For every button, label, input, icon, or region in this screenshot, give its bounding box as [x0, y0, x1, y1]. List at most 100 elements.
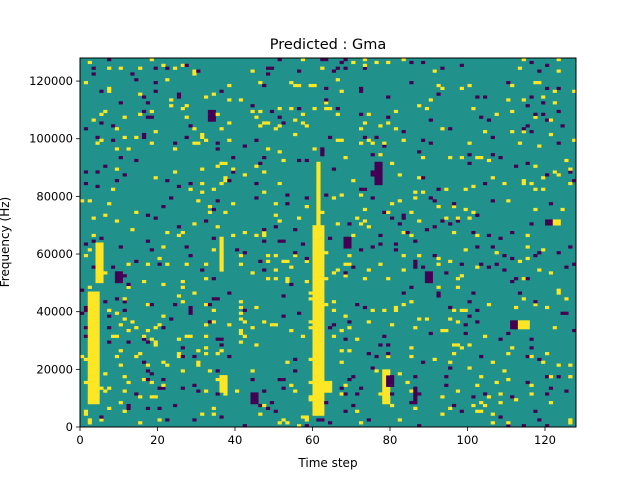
- heatmap-cell-high: [320, 303, 325, 307]
- heatmap-cell-low: [386, 343, 391, 347]
- heatmap-cell-low: [347, 239, 352, 243]
- heatmap-cell-high: [533, 187, 538, 191]
- heatmap-cell-high: [316, 256, 321, 261]
- heatmap-cell-high: [126, 285, 131, 289]
- heatmap-cell-high: [548, 401, 554, 405]
- heatmap-cell-high: [498, 401, 503, 405]
- heatmap-cell-high: [417, 176, 422, 180]
- heatmap-cell-high: [525, 320, 530, 324]
- heatmap-cell-high: [165, 230, 170, 235]
- heatmap-cell-low: [331, 323, 337, 327]
- heatmap-cell-high: [452, 230, 457, 235]
- heatmap-cell-high: [165, 363, 170, 367]
- heatmap-cell-high: [118, 323, 123, 327]
- heatmap-cell-high: [215, 225, 220, 229]
- heatmap-cell-high: [316, 403, 321, 408]
- heatmap-cell-high: [324, 386, 329, 390]
- heatmap-cell-high: [215, 112, 220, 116]
- heatmap-cell-high: [312, 311, 317, 315]
- heatmap-cell-low: [378, 164, 383, 168]
- heatmap-cell-high: [335, 112, 340, 116]
- heatmap-cell-high: [316, 274, 321, 278]
- heatmap-cell-low: [424, 277, 430, 281]
- heatmap-cell-high: [87, 398, 92, 402]
- heatmap-cell-high: [87, 369, 92, 373]
- heatmap-cell-low: [281, 121, 286, 125]
- heatmap-cell-high: [316, 360, 321, 364]
- heatmap-cell-high: [444, 216, 449, 220]
- heatmap-cell-low: [335, 66, 340, 70]
- heatmap-background: [80, 58, 576, 427]
- heatmap-cell-high: [289, 81, 294, 85]
- heatmap-cell-high: [452, 352, 457, 356]
- heatmap-cell-high: [320, 317, 325, 321]
- heatmap-cell-high: [250, 69, 255, 73]
- heatmap-cell-high: [173, 66, 178, 70]
- heatmap-cell-low: [490, 153, 495, 157]
- heatmap-cell-low: [506, 331, 511, 336]
- heatmap-cell-high: [238, 98, 244, 102]
- heatmap-cell-low: [103, 164, 108, 168]
- heatmap-cell-low: [145, 115, 151, 119]
- heatmap-cell-low: [533, 254, 538, 258]
- heatmap-cell-high: [95, 398, 100, 402]
- heatmap-cell-low: [548, 202, 554, 206]
- heatmap-cell-low: [95, 135, 100, 140]
- heatmap-cell-high: [355, 337, 360, 341]
- heatmap-cell-high: [382, 389, 387, 393]
- heatmap-cell-low: [378, 170, 383, 174]
- heatmap-cell-high: [200, 412, 205, 416]
- heatmap-cell-high: [521, 320, 526, 324]
- heatmap-cell-low: [266, 66, 271, 70]
- heatmap-cell-high: [459, 86, 464, 91]
- heatmap-cell-high: [494, 380, 499, 385]
- heatmap-cell-high: [401, 254, 406, 258]
- heatmap-cell-high: [316, 311, 321, 315]
- heatmap-cell-low: [293, 228, 298, 232]
- heatmap-cell-low: [421, 138, 426, 142]
- heatmap-cell-low: [378, 181, 383, 186]
- heatmap-cell-high: [347, 254, 352, 258]
- heatmap-cell-low: [331, 167, 337, 171]
- heatmap-cell-high: [320, 305, 325, 310]
- heatmap-cell-high: [397, 173, 402, 177]
- heatmap-cell-high: [568, 167, 573, 171]
- heatmap-cell-low: [514, 164, 519, 168]
- heatmap-cell-high: [91, 380, 96, 385]
- heatmap-cell-high: [87, 343, 92, 347]
- heatmap-cell-high: [312, 256, 317, 261]
- heatmap-cell-high: [87, 354, 92, 359]
- heatmap-cell-low: [142, 132, 147, 137]
- heatmap-cell-high: [122, 317, 127, 321]
- heatmap-cell-high: [312, 259, 317, 263]
- heatmap-cell-high: [87, 331, 92, 336]
- heatmap-cell-high: [91, 311, 96, 315]
- heatmap-cell-high: [533, 164, 538, 168]
- heatmap-cell-high: [362, 277, 368, 281]
- heatmap-cell-high: [343, 274, 348, 278]
- heatmap-cell-high: [312, 239, 317, 243]
- heatmap-cell-low: [250, 104, 255, 108]
- heatmap-cell-low: [215, 147, 220, 151]
- heatmap-cell-high: [238, 262, 244, 266]
- heatmap-cell-high: [95, 311, 100, 315]
- heatmap-cell-high: [107, 308, 112, 312]
- heatmap-cell-high: [320, 343, 325, 347]
- heatmap-cell-high: [91, 233, 96, 238]
- heatmap-cell-high: [192, 72, 197, 76]
- heatmap-cell-high: [393, 308, 399, 312]
- heatmap-cell-high: [312, 352, 317, 356]
- heatmap-cell-high: [95, 389, 100, 393]
- heatmap-cell-high: [126, 262, 131, 266]
- heatmap-cell-high: [250, 369, 255, 373]
- heatmap-cell-high: [91, 369, 96, 373]
- heatmap-cell-high: [397, 372, 402, 376]
- heatmap-cell-high: [87, 285, 92, 289]
- heatmap-cell-high: [312, 236, 317, 240]
- heatmap-cell-high: [355, 216, 360, 220]
- heatmap-cell-low: [281, 386, 286, 390]
- heatmap-cell-high: [316, 181, 321, 186]
- heatmap-cell-high: [95, 401, 100, 405]
- heatmap-cell-high: [351, 60, 356, 65]
